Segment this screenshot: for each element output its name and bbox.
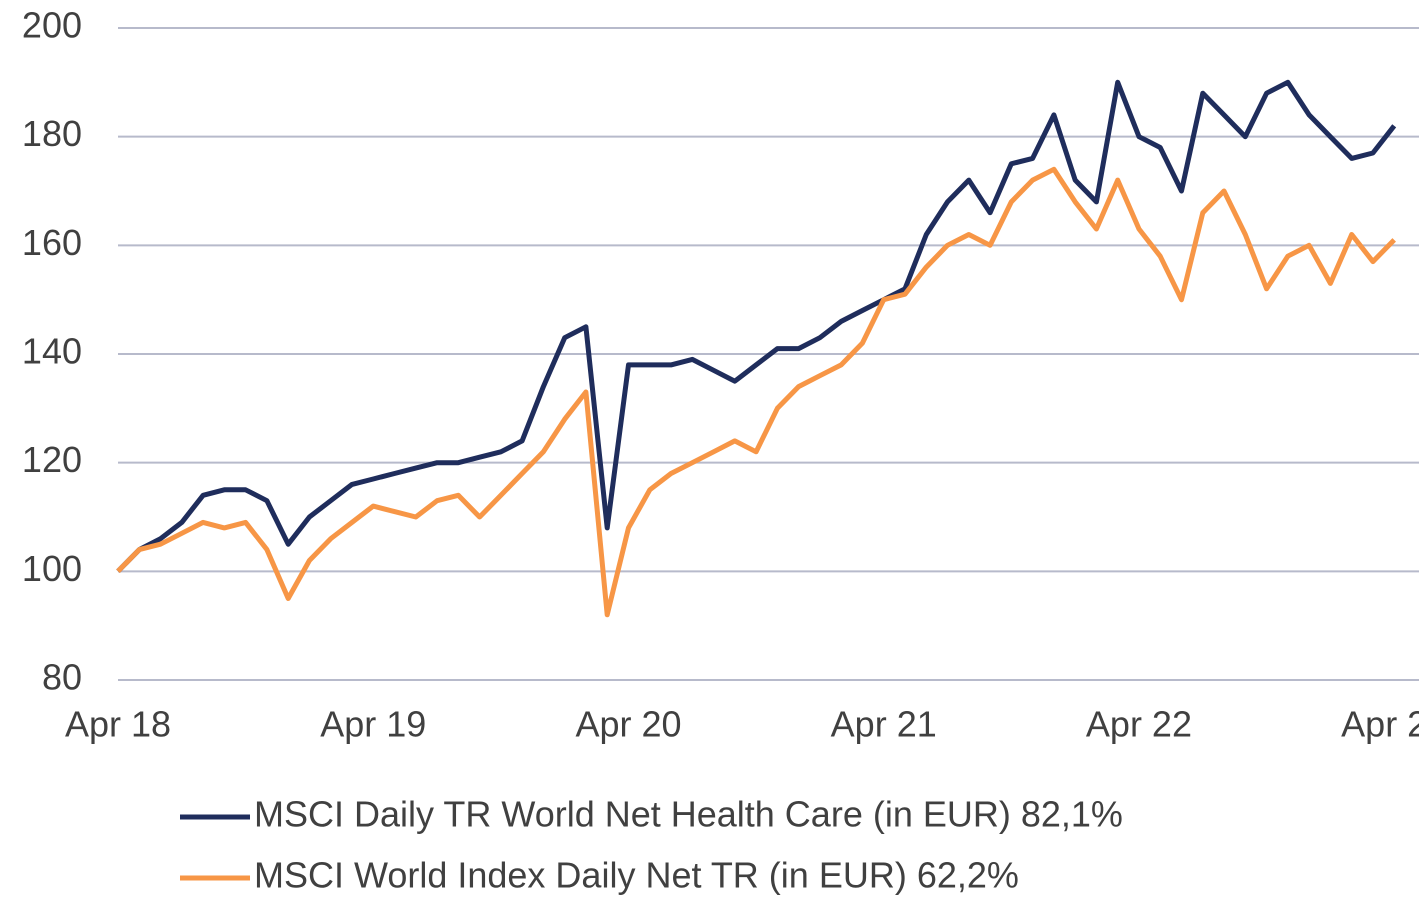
- x-tick-label: Apr 18: [65, 704, 171, 745]
- legend-label: MSCI World Index Daily Net TR (in EUR) 6…: [254, 855, 1019, 896]
- line-series: [116, 79, 1397, 574]
- y-tick-label: 100: [22, 548, 82, 589]
- x-tick-label: Apr 23: [1341, 704, 1419, 745]
- y-tick-label: 80: [42, 657, 82, 698]
- x-tick-label: Apr 19: [320, 704, 426, 745]
- y-tick-label: 180: [22, 113, 82, 154]
- y-tick-label: 160: [22, 222, 82, 263]
- y-tick-label: 140: [22, 331, 82, 372]
- x-tick-label: Apr 20: [575, 704, 681, 745]
- y-tick-label: 200: [22, 5, 82, 46]
- line-series: [116, 166, 1396, 618]
- y-tick-label: 120: [22, 439, 82, 480]
- x-tick-label: Apr 22: [1086, 704, 1192, 745]
- x-tick-label: Apr 21: [831, 704, 937, 745]
- legend-label: MSCI Daily TR World Net Health Care (in …: [254, 794, 1123, 835]
